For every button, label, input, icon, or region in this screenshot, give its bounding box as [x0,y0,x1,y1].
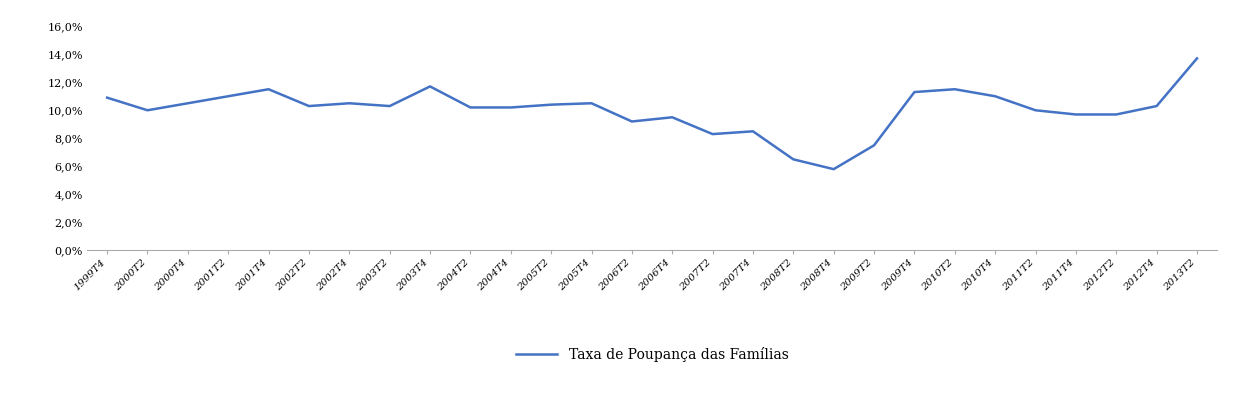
Taxa de Poupança das Famílias [463,105,478,110]
Taxa de Poupança das Famílias [1028,108,1043,113]
Taxa de Poupança das Famílias [383,104,397,109]
Taxa de Poupança das Famílias [664,115,679,120]
Taxa de Poupança das Famílias [867,143,882,148]
Taxa de Poupança das Famílias [1068,112,1083,117]
Legend: Taxa de Poupança das Famílias: Taxa de Poupança das Famílias [510,341,794,368]
Taxa de Poupança das Famílias [221,94,236,99]
Taxa de Poupança das Famílias [302,104,317,109]
Taxa de Poupança das Famílias [987,94,1002,99]
Taxa de Poupança das Famílias [503,105,518,110]
Taxa de Poupança das Famílias [544,102,559,107]
Taxa de Poupança das Famílias [99,95,114,100]
Taxa de Poupança das Famílias [342,101,356,106]
Taxa de Poupança das Famílias [261,87,276,92]
Taxa de Poupança das Famílias [786,157,801,162]
Taxa de Poupança das Famílias [1149,104,1164,109]
Taxa de Poupança das Famílias [1109,112,1124,117]
Taxa de Poupança das Famílias [745,129,760,134]
Taxa de Poupança das Famílias [422,84,437,89]
Taxa de Poupança das Famílias [625,119,640,124]
Taxa de Poupança das Famílias [907,90,922,95]
Taxa de Poupança das Famílias [180,101,195,106]
Taxa de Poupança das Famílias [1190,56,1205,61]
Taxa de Poupança das Famílias [948,87,963,92]
Line: Taxa de Poupança das Famílias: Taxa de Poupança das Famílias [107,59,1197,169]
Taxa de Poupança das Famílias [584,101,599,106]
Taxa de Poupança das Famílias [826,167,841,172]
Taxa de Poupança das Famílias [140,108,155,113]
Taxa de Poupança das Famílias [705,132,720,137]
